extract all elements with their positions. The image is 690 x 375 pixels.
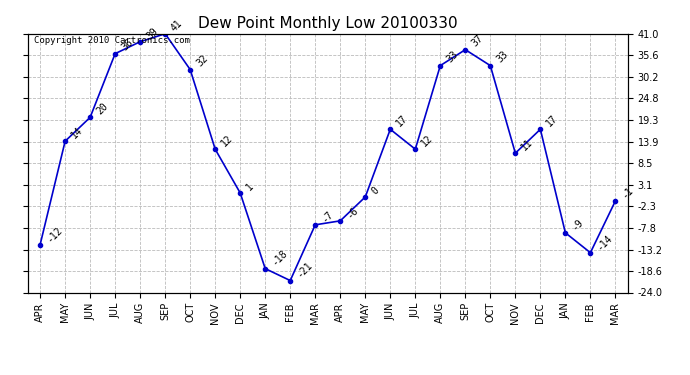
- Text: -12: -12: [44, 224, 63, 244]
- Text: -18: -18: [269, 248, 289, 268]
- Text: 17: 17: [395, 113, 410, 129]
- Text: Copyright 2010 Cartronics.com: Copyright 2010 Cartronics.com: [34, 36, 190, 45]
- Title: Dew Point Monthly Low 20100330: Dew Point Monthly Low 20100330: [198, 16, 457, 31]
- Text: 12: 12: [420, 133, 435, 148]
- Text: 32: 32: [195, 53, 210, 69]
- Text: -6: -6: [344, 205, 359, 220]
- Text: 0: 0: [369, 185, 381, 196]
- Text: 17: 17: [544, 113, 560, 129]
- Text: 41: 41: [169, 18, 185, 33]
- Text: -21: -21: [295, 260, 314, 280]
- Text: 33: 33: [444, 50, 460, 65]
- Text: 33: 33: [495, 50, 510, 65]
- Text: 12: 12: [219, 133, 235, 148]
- Text: -7: -7: [319, 209, 335, 224]
- Text: 20: 20: [95, 101, 110, 117]
- Text: 39: 39: [144, 26, 159, 41]
- Text: 11: 11: [520, 137, 535, 152]
- Text: 36: 36: [119, 38, 135, 53]
- Text: -9: -9: [569, 217, 585, 232]
- Text: -14: -14: [595, 232, 614, 252]
- Text: -1: -1: [620, 185, 635, 200]
- Text: 1: 1: [244, 181, 255, 192]
- Text: 14: 14: [69, 125, 85, 141]
- Text: 37: 37: [469, 33, 485, 49]
